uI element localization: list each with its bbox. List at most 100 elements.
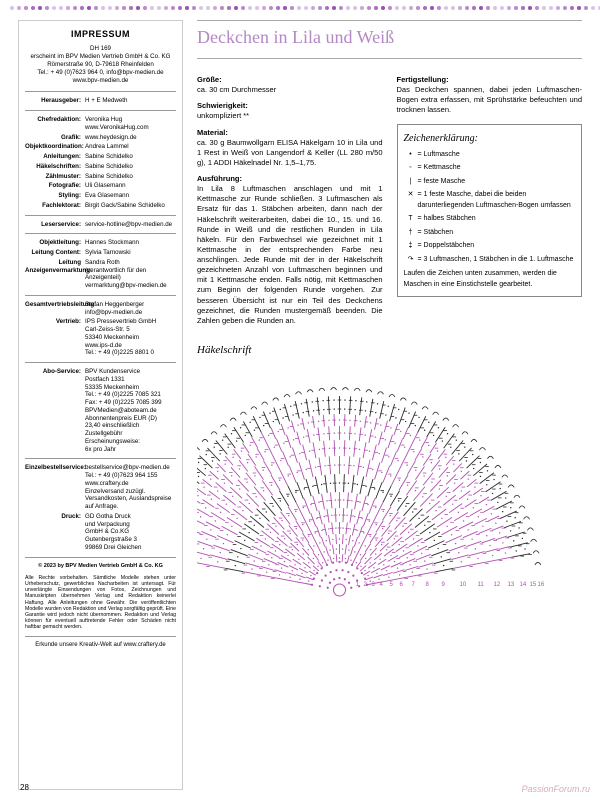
watermark: PassionForum.ru bbox=[521, 784, 590, 794]
imp-val: Sabine Schidelko bbox=[85, 153, 176, 161]
imp-label: Druck: bbox=[25, 513, 85, 552]
imp-val: H + E Medweth bbox=[85, 97, 176, 105]
main-content: Deckchen in Lila und Weiß Größe: ca. 30 … bbox=[197, 20, 582, 790]
legend-text: = halbes Stäbchen bbox=[418, 214, 576, 225]
imp-rows-3: Gesamtvertriebsleitung:Stefan Heggenberg… bbox=[25, 301, 176, 357]
imp-val: GD Gotha Druck und Verpackung GmbH & Co.… bbox=[85, 513, 176, 552]
legend-symbol: † bbox=[404, 228, 418, 239]
svg-text:12: 12 bbox=[494, 582, 501, 588]
imp-label: Styling: bbox=[25, 192, 85, 200]
svg-text:10: 10 bbox=[460, 582, 467, 588]
imp-val: BPV Kundenservice Postfach 1331 53335 Me… bbox=[85, 368, 176, 453]
legend-symbol: ‡ bbox=[404, 241, 418, 252]
chart-title: Häkelschrift bbox=[197, 344, 582, 356]
svg-text:16: 16 bbox=[538, 582, 545, 588]
column-1: Größe: ca. 30 cm Durchmesser Schwierigke… bbox=[197, 69, 383, 332]
svg-text:13: 13 bbox=[508, 582, 515, 588]
sec-p: ca. 30 g Baumwollgarn ELISA Häkelgarn 10… bbox=[197, 138, 383, 168]
decorative-dots bbox=[0, 6, 600, 12]
imp-label: Chefredaktion: bbox=[25, 116, 85, 132]
sec-h: Fertigstellung: bbox=[397, 75, 583, 85]
imp-val: Sylvia Tarnowski bbox=[85, 249, 176, 257]
impressum-heading: IMPRESSUM bbox=[25, 29, 176, 39]
legend-symbol: ◦ bbox=[404, 163, 418, 174]
legend-symbol: ↷ bbox=[404, 255, 418, 266]
imp-label: Fachlektorat: bbox=[25, 202, 85, 210]
sec-h: Schwierigkeit: bbox=[197, 101, 383, 111]
imp-label: Objektleitung: bbox=[25, 239, 85, 247]
imp-label: Leserservice: bbox=[25, 221, 85, 229]
imp-label: Objektkoordination: bbox=[25, 143, 85, 151]
imp-line: erscheint im BPV Medien Vertrieb GmbH & … bbox=[25, 53, 176, 61]
imp-val: Hannes Stockmann bbox=[85, 239, 176, 247]
imp-val: Andrea Lammel bbox=[85, 143, 176, 151]
imp-label: Anleitungen: bbox=[25, 153, 85, 161]
sec-h: Größe: bbox=[197, 75, 383, 85]
impressum-box: IMPRESSUM DH 169 erscheint im BPV Medien… bbox=[18, 20, 183, 790]
legend-symbol: • bbox=[404, 150, 418, 161]
legend-title: Zeichenerklärung: bbox=[404, 131, 576, 146]
page-number: 28 bbox=[20, 783, 29, 792]
imp-label: Fotografie: bbox=[25, 182, 85, 190]
imp-val: Birgit Gack/Sabine Schidelko bbox=[85, 202, 176, 210]
imp-label: Gesamtvertriebsleitung: bbox=[25, 301, 85, 317]
chart-area: Häkelschrift 12345678910111213141516 bbox=[197, 344, 582, 790]
imp-val: IPS Pressevertrieb GmbH Carl-Zeiss-Str. … bbox=[85, 318, 176, 357]
imp-line: DH 169 bbox=[25, 45, 176, 53]
svg-text:7: 7 bbox=[412, 582, 416, 588]
sec-h: Material: bbox=[197, 128, 383, 138]
imp-val: Eva Glasemann bbox=[85, 192, 176, 200]
imp-line: Tel.: + 49 (0)7623 964 0, info@bpv-medie… bbox=[25, 69, 176, 77]
svg-text:11: 11 bbox=[478, 582, 485, 588]
imp-label: Herausgeber: bbox=[25, 97, 85, 105]
column-2: Fertigstellung: Das Deckchen spannen, da… bbox=[397, 69, 583, 332]
kreativ-line: Erkunde unsere Kreativ-Welt auf www.craf… bbox=[25, 642, 176, 648]
svg-text:15: 15 bbox=[530, 582, 537, 588]
imp-line: Römerstraße 90, D-79618 Rheinfelden bbox=[25, 61, 176, 69]
page: IMPRESSUM DH 169 erscheint im BPV Medien… bbox=[0, 0, 600, 800]
sec-p: Das Deckchen spannen, dabei jeden Luftma… bbox=[397, 85, 583, 115]
imp-label: Einzelbestellservice: bbox=[25, 464, 85, 511]
svg-text:9: 9 bbox=[442, 582, 446, 588]
sec-p: In Lila 8 Luftmaschen anschlagen und mit… bbox=[197, 184, 383, 326]
legend-text: = 3 Luftmaschen, 1 Stäbchen in die 1. Lu… bbox=[418, 255, 576, 266]
legend-box: Zeichenerklärung: •= Luftmasche◦= Kettma… bbox=[397, 124, 583, 298]
imp-val: www.heydesign.de bbox=[85, 134, 176, 142]
svg-text:4: 4 bbox=[380, 582, 384, 588]
imp-val: bestellservice@bpv-medien.de Tel.: + 49 … bbox=[85, 464, 176, 511]
svg-text:8: 8 bbox=[426, 582, 430, 588]
article-title: Deckchen in Lila und Weiß bbox=[197, 20, 582, 59]
imp-label: Leitung Content: bbox=[25, 249, 85, 257]
svg-text:5: 5 bbox=[390, 582, 394, 588]
legend-symbol: T bbox=[404, 214, 418, 225]
imp-label: Vertrieb: bbox=[25, 318, 85, 357]
svg-text:14: 14 bbox=[520, 582, 527, 588]
legal-text: Alle Rechte vorbehalten. Sämtliche Model… bbox=[25, 575, 176, 631]
imp-label: Häkelschriften: bbox=[25, 163, 85, 171]
imp-val: Sabine Schidelko bbox=[85, 163, 176, 171]
legend-text: = 1 feste Masche, dabei die beiden darun… bbox=[418, 190, 576, 211]
imp-val: Uli Glasemann bbox=[85, 182, 176, 190]
crochet-chart: 12345678910111213141516 bbox=[197, 360, 582, 600]
imp-line: www.bpv-medien.de bbox=[25, 77, 176, 85]
sec-p: unkompliziert ** bbox=[197, 111, 383, 121]
imp-label: Leitung Anzeigenvermarktung: bbox=[25, 259, 85, 290]
imp-label: Zählmuster: bbox=[25, 173, 85, 181]
legend-symbol: | bbox=[404, 177, 418, 188]
legend-text: = feste Masche bbox=[418, 177, 576, 188]
legend-text: = Luftmasche bbox=[418, 150, 576, 161]
svg-text:6: 6 bbox=[400, 582, 404, 588]
legend-text: = Doppelstäbchen bbox=[418, 241, 576, 252]
legend-footer: Laufen die Zeichen unten zusammen, werde… bbox=[404, 269, 576, 290]
imp-val: Sabine Schidelko bbox=[85, 173, 176, 181]
imp-label: Abo-Service: bbox=[25, 368, 85, 453]
sec-p: ca. 30 cm Durchmesser bbox=[197, 85, 383, 95]
imp-label: Grafik: bbox=[25, 134, 85, 142]
imp-rows-2: Objektleitung:Hannes StockmannLeitung Co… bbox=[25, 239, 176, 290]
copyright: © 2023 by BPV Medien Vertrieb GmbH & Co.… bbox=[25, 563, 176, 569]
sec-h: Ausführung: bbox=[197, 174, 383, 184]
imp-val: service-hotline@bpv-medien.de bbox=[85, 221, 176, 229]
legend-symbol: ✕ bbox=[404, 190, 418, 201]
legend-text: = Kettmasche bbox=[418, 163, 576, 174]
imp-val: Sandra Roth (verantwortlich für den Anze… bbox=[85, 259, 176, 290]
